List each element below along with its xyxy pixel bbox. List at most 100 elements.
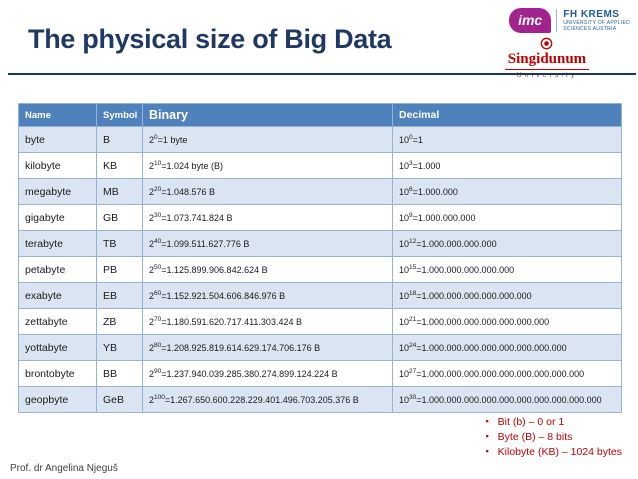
cell-name: kilobyte <box>18 152 97 179</box>
binary-exponent: 0 <box>154 133 158 141</box>
decimal-value: =1 <box>412 134 423 145</box>
decimal-exponent: 9 <box>409 211 413 219</box>
note-item: Kilobyte (KB) – 1024 bytes <box>486 446 622 458</box>
binary-value: =1.099.511.627.776 B <box>161 238 250 249</box>
cell-symbol: ZB <box>96 308 143 335</box>
singidunum-logo: Singidunum University <box>504 37 590 79</box>
table-row: brontobyte BB 290=1.237.940.039.285.380.… <box>18 360 622 387</box>
binary-exponent: 40 <box>154 237 162 245</box>
cell-name: terabyte <box>18 230 97 257</box>
binary-base: 2 <box>149 134 155 145</box>
size-table: Name Symbol Binary Decimal byte B 20=1 b… <box>18 103 622 413</box>
cell-binary: 2100=1.267.650.600.228.229.401.496.703.2… <box>142 386 393 413</box>
decimal-value: =1.000.000.000 <box>412 212 476 223</box>
table-row: exabyte EB 260=1.152.921.504.606.846.976… <box>18 282 622 309</box>
cell-name: brontobyte <box>18 360 97 387</box>
decimal-exponent: 12 <box>409 237 417 245</box>
decimal-exponent: 27 <box>409 367 417 375</box>
header-name: Name <box>18 103 97 127</box>
note-item: Byte (B) – 8 bits <box>486 431 622 443</box>
binary-exponent: 20 <box>154 185 162 193</box>
cell-name: petabyte <box>18 256 97 283</box>
binary-value: =1.048.576 B <box>161 186 216 197</box>
cell-symbol: MB <box>96 178 143 205</box>
cell-binary: 260=1.152.921.504.606.846.976 B <box>142 282 393 309</box>
page-title: The physical size of Big Data <box>28 24 392 54</box>
cell-binary: 270=1.180.591.620.717.411.303.424 B <box>142 308 393 335</box>
decimal-base: 10 <box>399 368 410 379</box>
table-row: yottabyte YB 280=1.208.925.819.614.629.1… <box>18 334 622 361</box>
cell-decimal: 1024=1.000.000.000.000.000.000.000.000 <box>392 334 622 361</box>
binary-value: =1.125.899.906.842.624 B <box>161 264 268 275</box>
binary-exponent: 100 <box>154 393 165 401</box>
decimal-value: =1.000.000.000.000.000.000 <box>416 290 532 301</box>
decimal-base: 10 <box>399 264 410 275</box>
decimal-value: =1.000.000.000.000.000.000.000.000.000 <box>416 368 585 379</box>
table-row: kilobyte KB 210=1.024 byte (B) 103=1.000 <box>18 152 622 179</box>
cell-decimal: 109=1.000.000.000 <box>392 204 622 231</box>
table-row: gigabyte GB 230=1.073.741.824 B 109=1.00… <box>18 204 622 231</box>
cell-binary: 230=1.073.741.824 B <box>142 204 393 231</box>
binary-base: 2 <box>149 186 155 197</box>
decimal-base: 10 <box>399 342 410 353</box>
decimal-base: 10 <box>399 238 410 249</box>
imc-logo-subtitle-line1: UNIVERSITY OF APPLIED <box>563 20 630 26</box>
binary-value: =1.267.650.600.228.229.401.496.703.205.3… <box>164 394 359 405</box>
cell-name: gigabyte <box>18 204 97 231</box>
cell-name: yottabyte <box>18 334 97 361</box>
cell-symbol: B <box>96 126 143 153</box>
decimal-exponent: 15 <box>409 263 417 271</box>
binary-value: =1.024 byte (B) <box>161 160 224 171</box>
cell-symbol: BB <box>96 360 143 387</box>
decimal-exponent: 24 <box>409 341 417 349</box>
decimal-value: =1.000.000.000.000.000.000.000.000 <box>416 342 567 353</box>
binary-base: 2 <box>149 160 155 171</box>
decimal-exponent: 6 <box>409 185 413 193</box>
cell-decimal: 100=1 <box>392 126 622 153</box>
decimal-base: 10 <box>399 160 410 171</box>
binary-value: =1.180.591.620.717.411.303.424 B <box>161 316 302 327</box>
decimal-base: 10 <box>399 212 410 223</box>
table-row: terabyte TB 240=1.099.511.627.776 B 1012… <box>18 230 622 257</box>
binary-exponent: 70 <box>154 315 162 323</box>
cell-name: geopbyte <box>18 386 97 413</box>
decimal-value: =1.000.000.000.000.000.000.000.000.000.0… <box>416 394 602 405</box>
table-row: byte B 20=1 byte 100=1 <box>18 126 622 153</box>
cell-symbol: GeB <box>96 386 143 413</box>
cell-binary: 210=1.024 byte (B) <box>142 152 393 179</box>
imc-logo-name: FH KREMS <box>563 9 620 20</box>
cell-binary: 20=1 byte <box>142 126 393 153</box>
imc-fhkrems-logo: imc FH KREMS UNIVERSITY OF APPLIED SCIEN… <box>509 8 630 33</box>
footer-author: Prof. dr Angelina Njeguš <box>10 463 118 474</box>
title-divider <box>8 73 636 75</box>
logo-area: imc FH KREMS UNIVERSITY OF APPLIED SCIEN… <box>474 8 630 79</box>
table-header-row: Name Symbol Binary Decimal <box>18 103 622 127</box>
cell-name: byte <box>18 126 97 153</box>
decimal-exponent: 0 <box>409 133 413 141</box>
cell-decimal: 1021=1.000.000.000.000.000.000.000 <box>392 308 622 335</box>
cell-name: zettabyte <box>18 308 97 335</box>
cell-decimal: 103=1.000 <box>392 152 622 179</box>
cell-symbol: TB <box>96 230 143 257</box>
table-row: megabyte MB 220=1.048.576 B 106=1.000.00… <box>18 178 622 205</box>
decimal-value: =1.000.000.000.000.000.000.000 <box>416 316 550 327</box>
decimal-value: =1.000 <box>412 160 441 171</box>
binary-base: 2 <box>149 316 155 327</box>
cell-binary: 290=1.237.940.039.285.380.274.899.124.22… <box>142 360 393 387</box>
size-table-body: byte B 20=1 byte 100=1 kilobyte KB 210=1… <box>18 126 622 413</box>
decimal-exponent: 18 <box>409 289 417 297</box>
decimal-base: 10 <box>399 134 410 145</box>
binary-value: =1.073.741.824 B <box>161 212 233 223</box>
cell-name: exabyte <box>18 282 97 309</box>
cell-binary: 220=1.048.576 B <box>142 178 393 205</box>
decimal-base: 10 <box>399 186 410 197</box>
cell-binary: 240=1.099.511.627.776 B <box>142 230 393 257</box>
singidunum-logo-name: Singidunum <box>504 51 590 70</box>
binary-exponent: 50 <box>154 263 162 271</box>
binary-exponent: 30 <box>154 211 162 219</box>
decimal-base: 10 <box>399 290 410 301</box>
decimal-base: 10 <box>399 394 410 405</box>
binary-base: 2 <box>149 342 155 353</box>
table-row: petabyte PB 250=1.125.899.906.842.624 B … <box>18 256 622 283</box>
